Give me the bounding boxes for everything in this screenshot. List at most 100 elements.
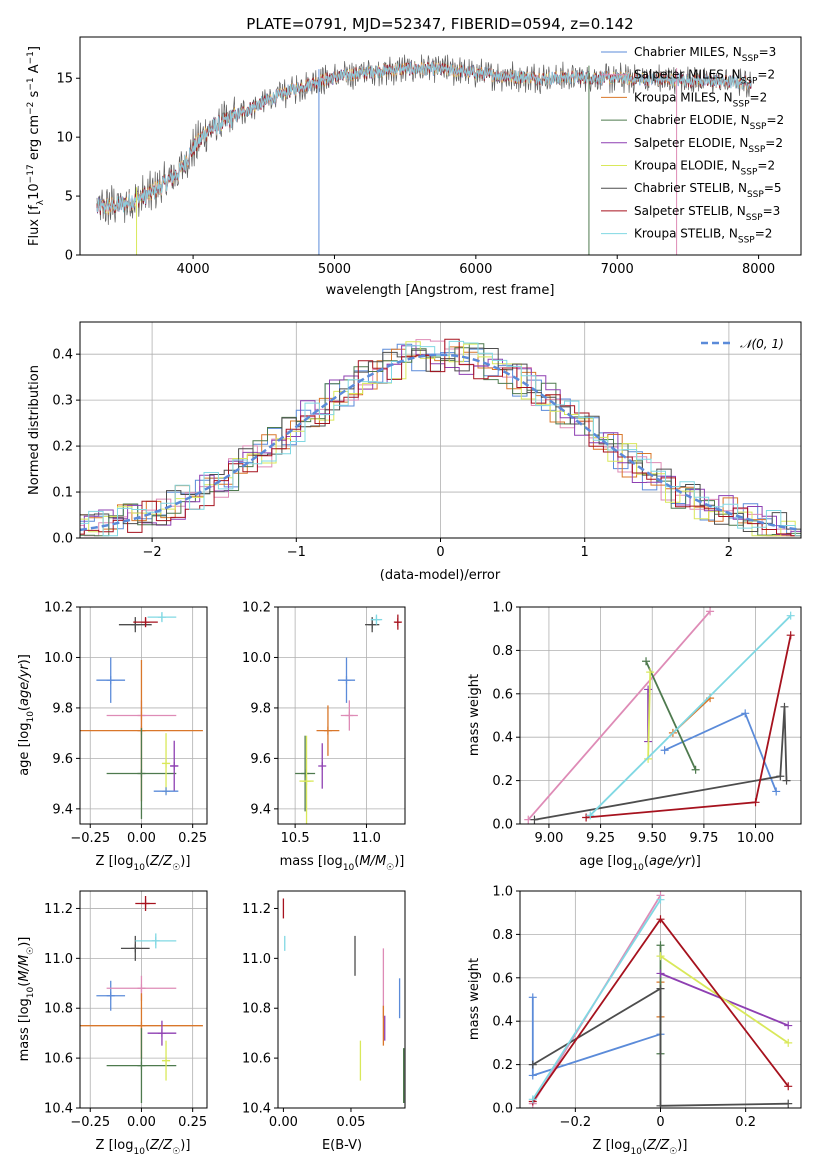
residuals-ytick-label: 0.1 bbox=[52, 486, 73, 501]
weight-vs-age-xtick-label: 9.75 bbox=[689, 831, 718, 846]
age-vs-Z-xtick-label: 0.00 bbox=[127, 831, 156, 846]
spectrum-xtick-label: 4000 bbox=[177, 262, 210, 277]
weight-vs-age-series-line bbox=[647, 672, 652, 759]
weight-vs-Z-xtick-label: 0.2 bbox=[735, 1115, 756, 1130]
mass-vs-Z-ytick-label: 10.4 bbox=[44, 1102, 73, 1117]
weight-vs-age-xtick-label: 9.50 bbox=[638, 831, 667, 846]
spectrum-legend-label: Salpeter MILES, NSSP=2 bbox=[634, 68, 775, 87]
residuals-xtick-label: −1 bbox=[287, 545, 306, 560]
age-vs-mass-point-marker bbox=[318, 761, 327, 770]
age-vs-mass-xtick-label: 10.5 bbox=[281, 831, 310, 846]
weight-vs-Z-xtick-label: 0 bbox=[656, 1115, 664, 1130]
weight-vs-age-xtick-label: 9.00 bbox=[534, 831, 563, 846]
mass-vs-extinction-panel: 0.00 0.05 10.4 10.6 10.8 11.0 11.2 E(B-V) bbox=[242, 890, 406, 1153]
mass-vs-ebv-plot-area bbox=[282, 898, 405, 1104]
spectrum-legend-label: Chabrier MILES, NSSP=3 bbox=[634, 45, 776, 64]
spectrum-axes-frame bbox=[79, 36, 802, 256]
weight-vs-age-ytick-label: 0.2 bbox=[492, 774, 513, 789]
mass-vs-Z-point-marker bbox=[137, 984, 146, 993]
weight-vs-age-axes-frame bbox=[519, 606, 802, 825]
residuals-plot-area bbox=[80, 338, 801, 537]
age-vs-Z-plot-area bbox=[80, 612, 203, 819]
residuals-ytick-label: 0.2 bbox=[52, 440, 73, 455]
weight-vs-age-series-line bbox=[645, 660, 697, 771]
weight-vs-age-series-line bbox=[534, 706, 788, 821]
figure-title: PLATE=0791, MJD=52347, FIBERID=0594, z=0… bbox=[246, 15, 633, 33]
mass-vs-Z-axes-frame bbox=[79, 890, 208, 1109]
weight-vs-Z-series-line bbox=[532, 987, 789, 1107]
mass-vs-ebv-ytick-label: 11.0 bbox=[242, 952, 271, 967]
weight-vs-Z-series-marker bbox=[784, 1099, 793, 1108]
spectrum-xtick-label: 6000 bbox=[459, 262, 492, 277]
age-vs-mass-ytick-label: 10.2 bbox=[242, 601, 271, 616]
weight-vs-Z-series-marker bbox=[784, 1021, 793, 1030]
residuals-axes-frame bbox=[79, 321, 802, 539]
mass-z-xlabel: Z [log10(Z/Z☉)] bbox=[96, 1138, 191, 1157]
age-mass-xlabel: mass [log10(M/M☉)] bbox=[280, 854, 405, 873]
residuals-xtick-label: 0 bbox=[436, 545, 444, 560]
mass-vs-Z-plot-area bbox=[80, 895, 203, 1104]
spectrum-ylabel: Flux [fλ10−17 erg cm−2 s−1 A−1] bbox=[26, 46, 46, 246]
age-vs-mass-point-marker bbox=[345, 711, 354, 720]
spectrum-legend-label: Salpeter ELODIE, NSSP=2 bbox=[634, 136, 783, 155]
residuals-ytick-label: 0.4 bbox=[52, 348, 73, 363]
weight-z-ylabel: mass weight bbox=[467, 958, 482, 1040]
mass-vs-Z-point-marker bbox=[141, 899, 150, 908]
age-vs-mass-ytick-label: 9.8 bbox=[250, 701, 271, 716]
mass-vs-Z-point-marker bbox=[137, 1061, 146, 1070]
age-vs-mass-point-marker bbox=[393, 618, 402, 627]
weight-vs-age-ticks: 9.00 9.25 9.50 9.75 10.00 0.0 0.2 0.4 0.6 0.8 1.0 bbox=[492, 601, 774, 847]
age-vs-Z-ytick-label: 9.8 bbox=[52, 701, 73, 716]
mass-vs-ebv-ytick-label: 10.8 bbox=[242, 1002, 271, 1017]
weight-vs-Z-ytick-label: 1.0 bbox=[492, 885, 513, 900]
age-vs-metallicity-panel: −0.25 0.00 0.25 9.4 9.6 9.8 10.0 10.2 Z [log10(… bbox=[17, 601, 208, 873]
spectrum-legend-label: Salpeter STELIB, NSSP=3 bbox=[634, 204, 780, 223]
weight-vs-Z-axes-frame bbox=[519, 890, 802, 1109]
spectrum-legend-label: Chabrier STELIB, NSSP=5 bbox=[634, 181, 782, 200]
weight-vs-age-gridlines bbox=[520, 606, 801, 825]
age-vs-Z-ytick-label: 9.6 bbox=[52, 752, 73, 767]
spectrum-panel: 4000 5000 6000 7000 8000 0 5 10 15 Chabrier MILE… bbox=[26, 36, 802, 298]
age-vs-Z-ytick-label: 10.0 bbox=[44, 651, 73, 666]
spectrum-legend-label: Chabrier ELODIE, NSSP=2 bbox=[634, 113, 784, 132]
weight-vs-Z-series-line bbox=[659, 955, 789, 1044]
residual-histogram-2 bbox=[80, 346, 801, 537]
spectrum-ytick-label: 0 bbox=[65, 249, 73, 264]
mass-vs-Z-ytick-label: 10.6 bbox=[44, 1052, 73, 1067]
weight-vs-age-series-line bbox=[586, 635, 792, 819]
weight-vs-Z-xtick-label: −0.2 bbox=[560, 1115, 592, 1130]
weight-vs-Z-ytick-label: 0.8 bbox=[492, 928, 513, 943]
mass-ebv-xlabel: E(B-V) bbox=[322, 1138, 362, 1153]
mass-vs-ebv-ytick-label: 11.2 bbox=[242, 902, 271, 917]
age-vs-mass-plot-area bbox=[295, 614, 402, 824]
weight-vs-age-plot-area bbox=[524, 607, 795, 824]
weight-vs-Z-ticks: −0.2 0 0.2 0.0 0.2 0.4 0.6 0.8 1.0 bbox=[492, 885, 756, 1131]
weight-vs-Z-series-marker bbox=[656, 969, 665, 978]
weight-vs-age-series-marker bbox=[582, 813, 591, 822]
weight-vs-age-series-marker bbox=[660, 746, 669, 755]
age-vs-mass-ytick-label: 9.6 bbox=[250, 752, 271, 767]
spectrum-plot-area bbox=[96, 54, 752, 255]
mass-vs-Z-ytick-label: 10.8 bbox=[44, 1002, 73, 1017]
weight-vs-Z-plot-area bbox=[528, 891, 793, 1108]
weight-vs-age-series-marker bbox=[786, 631, 795, 640]
mass-vs-Z-ytick-label: 11.2 bbox=[44, 902, 73, 917]
weight-vs-age-ytick-label: 0.8 bbox=[492, 644, 513, 659]
weight-vs-Z-series-marker bbox=[528, 1060, 537, 1069]
weight-vs-Z-series-marker bbox=[656, 984, 665, 993]
age-vs-mass-point-marker bbox=[372, 615, 381, 624]
weight-vs-age-series-marker bbox=[786, 611, 795, 620]
age-vs-mass-point-marker bbox=[368, 620, 377, 629]
weight-vs-age-series-marker bbox=[751, 798, 760, 807]
residuals-xlabel: (data-model)/error bbox=[380, 568, 501, 583]
mass-vs-ebv-ticks: 0.00 0.05 10.4 10.6 10.8 11.0 11.2 bbox=[242, 902, 365, 1130]
mass-vs-Z-point-marker bbox=[106, 991, 115, 1000]
age-vs-mass-xtick-label: 11.0 bbox=[352, 831, 381, 846]
weight-vs-age-series-marker bbox=[646, 668, 655, 677]
weight-age-xlabel: age [log10(age/yr)] bbox=[579, 854, 701, 873]
mass-vs-Z-xtick-label: 0.25 bbox=[178, 1115, 207, 1130]
age-vs-Z-point-marker bbox=[106, 676, 115, 685]
age-vs-mass-point-marker bbox=[342, 676, 351, 685]
weight-age-ylabel: mass weight bbox=[467, 674, 482, 756]
residuals-panel: −2 −1 0 1 2 0.0 0.1 0.2 0.3 0.4 𝒩(0, 1) (data-mod… bbox=[27, 321, 802, 583]
